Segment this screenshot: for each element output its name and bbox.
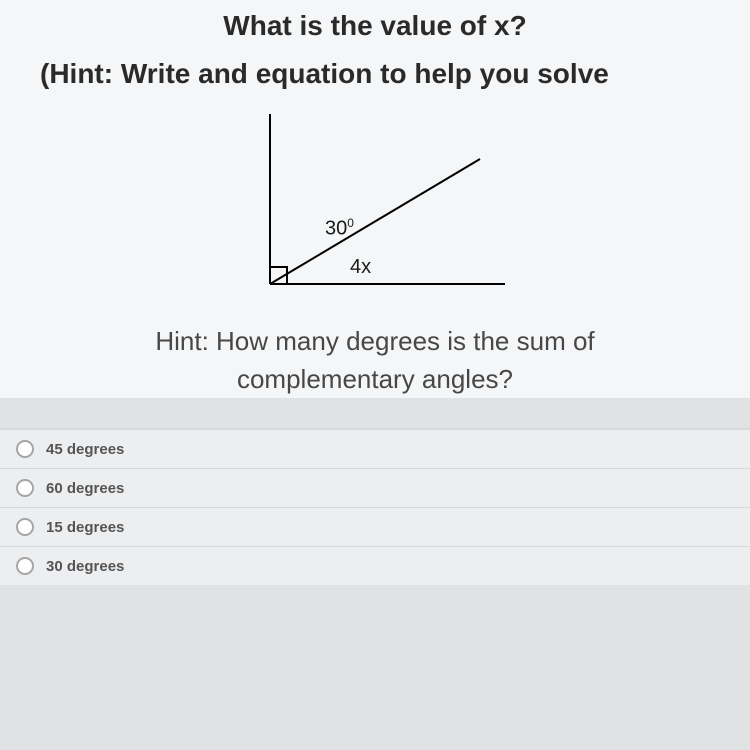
question-body: What is the value of x? (Hint: Write and… [0,0,750,398]
right-angle-marker-icon [270,266,288,284]
upper-angle-super: 0 [347,216,354,230]
option-label: 30 degrees [46,558,124,575]
option-label: 15 degrees [46,519,124,536]
radio-icon[interactable] [16,440,34,458]
upper-angle-label: 300 [325,216,354,241]
option-label: 45 degrees [46,441,124,458]
hint-bottom-line1: Hint: How many degrees is the sum of [155,326,594,356]
radio-icon[interactable] [16,557,34,575]
option-row[interactable]: 60 degrees [0,468,750,507]
question-title: What is the value of x? [0,10,750,42]
question-hint-bottom: Hint: How many degrees is the sum of com… [0,323,750,398]
diagram-container: 300 4x [0,114,750,299]
answer-options: 45 degrees 60 degrees 15 degrees 30 degr… [0,428,750,585]
angle-diagram: 300 4x [245,114,505,299]
option-label: 60 degrees [46,480,124,497]
upper-angle-value: 30 [325,218,347,240]
lower-angle-label: 4x [350,256,371,279]
question-hint-top: (Hint: Write and equation to help you so… [0,58,750,90]
radio-icon[interactable] [16,518,34,536]
option-row[interactable]: 30 degrees [0,546,750,585]
option-row[interactable]: 45 degrees [0,428,750,468]
radio-icon[interactable] [16,479,34,497]
option-row[interactable]: 15 degrees [0,507,750,546]
hint-bottom-line2: complementary angles? [237,364,513,394]
